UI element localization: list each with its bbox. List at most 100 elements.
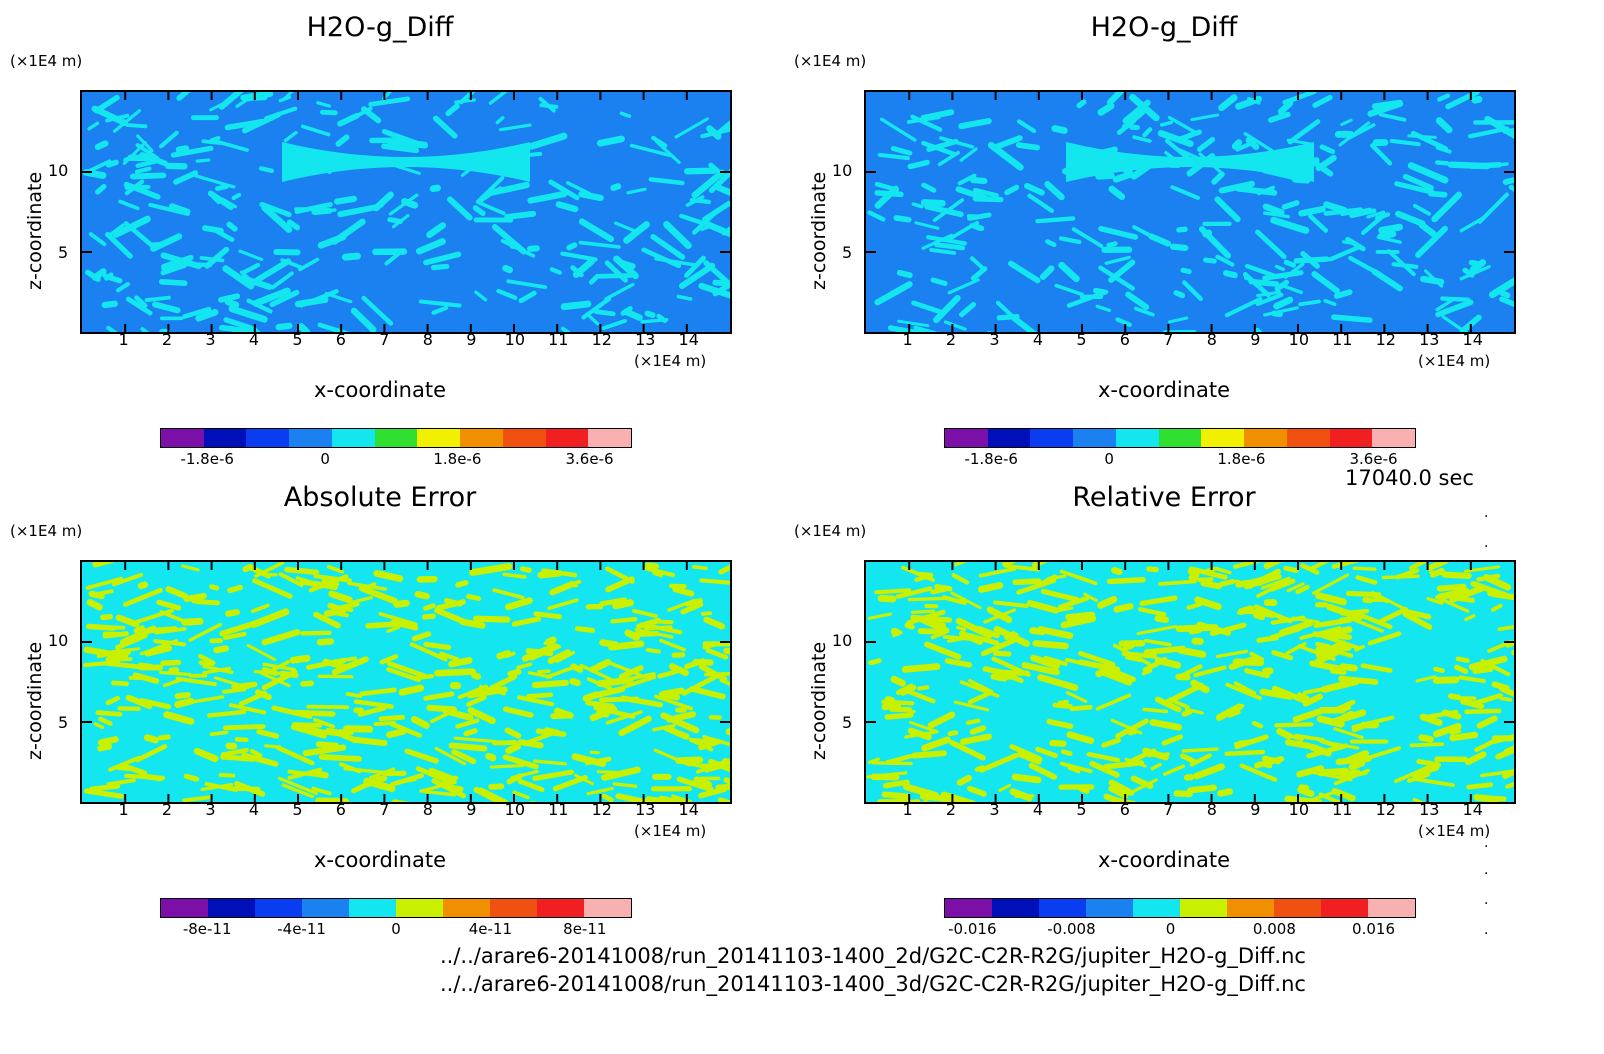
contour-blob: [958, 118, 992, 130]
contour-blob: [578, 218, 615, 243]
contour-blob: [430, 263, 450, 271]
x-tick-label: 1: [118, 330, 129, 349]
contour-blob: [596, 707, 610, 718]
contour-blob: [181, 617, 204, 626]
contour-blob: [1418, 221, 1437, 238]
contour-blob: [1190, 113, 1220, 122]
contour-blob: [1351, 610, 1393, 630]
contour-blob: [1434, 595, 1470, 613]
contour-blob: [910, 614, 952, 623]
contour-blob: [492, 740, 518, 746]
contour-blob: [641, 247, 682, 269]
contour-blob: [201, 139, 223, 146]
contour-blob: [175, 145, 190, 153]
colorbar-tick-label: -0.016: [948, 920, 997, 938]
contour-blob: [1499, 696, 1513, 702]
contour-blob: [301, 124, 331, 137]
contour-blob: [378, 611, 418, 627]
contour-blob: [181, 564, 200, 572]
contour-blob: [209, 638, 223, 644]
contour-blob: [1150, 762, 1162, 771]
contour-blob: [1435, 117, 1453, 134]
contour-blob: [977, 582, 1004, 593]
contour-blob: [956, 625, 967, 632]
contour-blob: [1412, 797, 1440, 802]
contour-blob: [1017, 751, 1042, 765]
x-tick-label: 7: [379, 330, 390, 349]
x-tick-label: 7: [1163, 330, 1174, 349]
contour-blob: [1175, 673, 1191, 681]
contour-blob: [1286, 582, 1305, 593]
contour-blob: [947, 730, 959, 737]
contour-blob: [921, 736, 951, 752]
contour-blob: [927, 711, 956, 729]
contour-blob: [465, 594, 482, 601]
colorbar-swatch: [443, 899, 490, 917]
contour-blob: [537, 669, 551, 674]
contour-blob: [1004, 564, 1040, 572]
x-axis-label: x-coordinate: [313, 848, 446, 872]
contour-blob: [176, 92, 204, 101]
contour-blob: [1004, 184, 1020, 196]
contour-blob: [604, 282, 635, 301]
contour-blob: [104, 661, 145, 670]
contour-blob: [1224, 749, 1266, 756]
contour-blob: [1263, 211, 1290, 219]
colorbar-swatch: [1329, 429, 1373, 447]
contour-blob: [519, 566, 532, 573]
contour-blob: [1421, 709, 1459, 720]
y-tick-label: 10: [832, 161, 853, 181]
contour-blob: [526, 692, 554, 699]
contour-blob: [586, 686, 626, 700]
contour-blob: [1234, 738, 1260, 746]
contour-blob: [498, 123, 532, 132]
contour-blob: [555, 201, 579, 213]
contour-blob: [414, 590, 430, 600]
contour-blob: [1483, 574, 1512, 591]
contour-blob: [1347, 123, 1376, 140]
contour-blob: [1447, 693, 1462, 701]
contour-blob: [1101, 737, 1121, 748]
contour-blob: [1245, 137, 1260, 151]
contour-blob: [159, 670, 192, 677]
plot-area: [80, 560, 732, 804]
contour-blob: [1057, 595, 1090, 610]
contour-blob: [1416, 758, 1442, 768]
contour-blob: [455, 718, 480, 729]
contour-blob: [599, 639, 619, 648]
contour-blob: [411, 631, 432, 642]
contour-blob: [890, 675, 907, 687]
contour-blob: [1008, 260, 1041, 284]
contour-blob: [134, 295, 148, 308]
contour-blob: [1274, 722, 1314, 728]
contour-blob: [1097, 102, 1115, 116]
x-tick-label: 11: [548, 330, 569, 349]
contour-blob: [1167, 316, 1189, 324]
contour-blob: [100, 613, 113, 621]
contour-blob: [560, 251, 598, 262]
contour-blob: [1394, 181, 1435, 195]
contour-blob: [1116, 117, 1137, 135]
contour-blob: [990, 673, 1008, 682]
contour-blob: [924, 641, 962, 660]
contour-blob: [1262, 568, 1281, 581]
x-unit-label: (×1E4 m): [1418, 352, 1491, 370]
contour-blob: [1271, 310, 1283, 318]
contour-blob: [302, 744, 347, 757]
contour-blob: [361, 295, 394, 326]
contour-blob: [1182, 280, 1203, 301]
contour-blob: [708, 162, 720, 173]
contour-blob: [123, 587, 163, 607]
contour-blob: [1431, 191, 1463, 223]
contour-blob: [1014, 794, 1035, 799]
contour-blob: [1124, 757, 1147, 768]
contour-blob: [1310, 562, 1342, 571]
contour-blob: [917, 685, 930, 691]
contour-blob: [560, 326, 582, 332]
contour-blob: [1435, 145, 1452, 154]
contour-blob: [313, 611, 341, 629]
plot-area: [864, 90, 1516, 334]
contour-blob: [1066, 731, 1095, 744]
contour-blob: [987, 141, 1024, 171]
contour-blob: [87, 159, 112, 173]
